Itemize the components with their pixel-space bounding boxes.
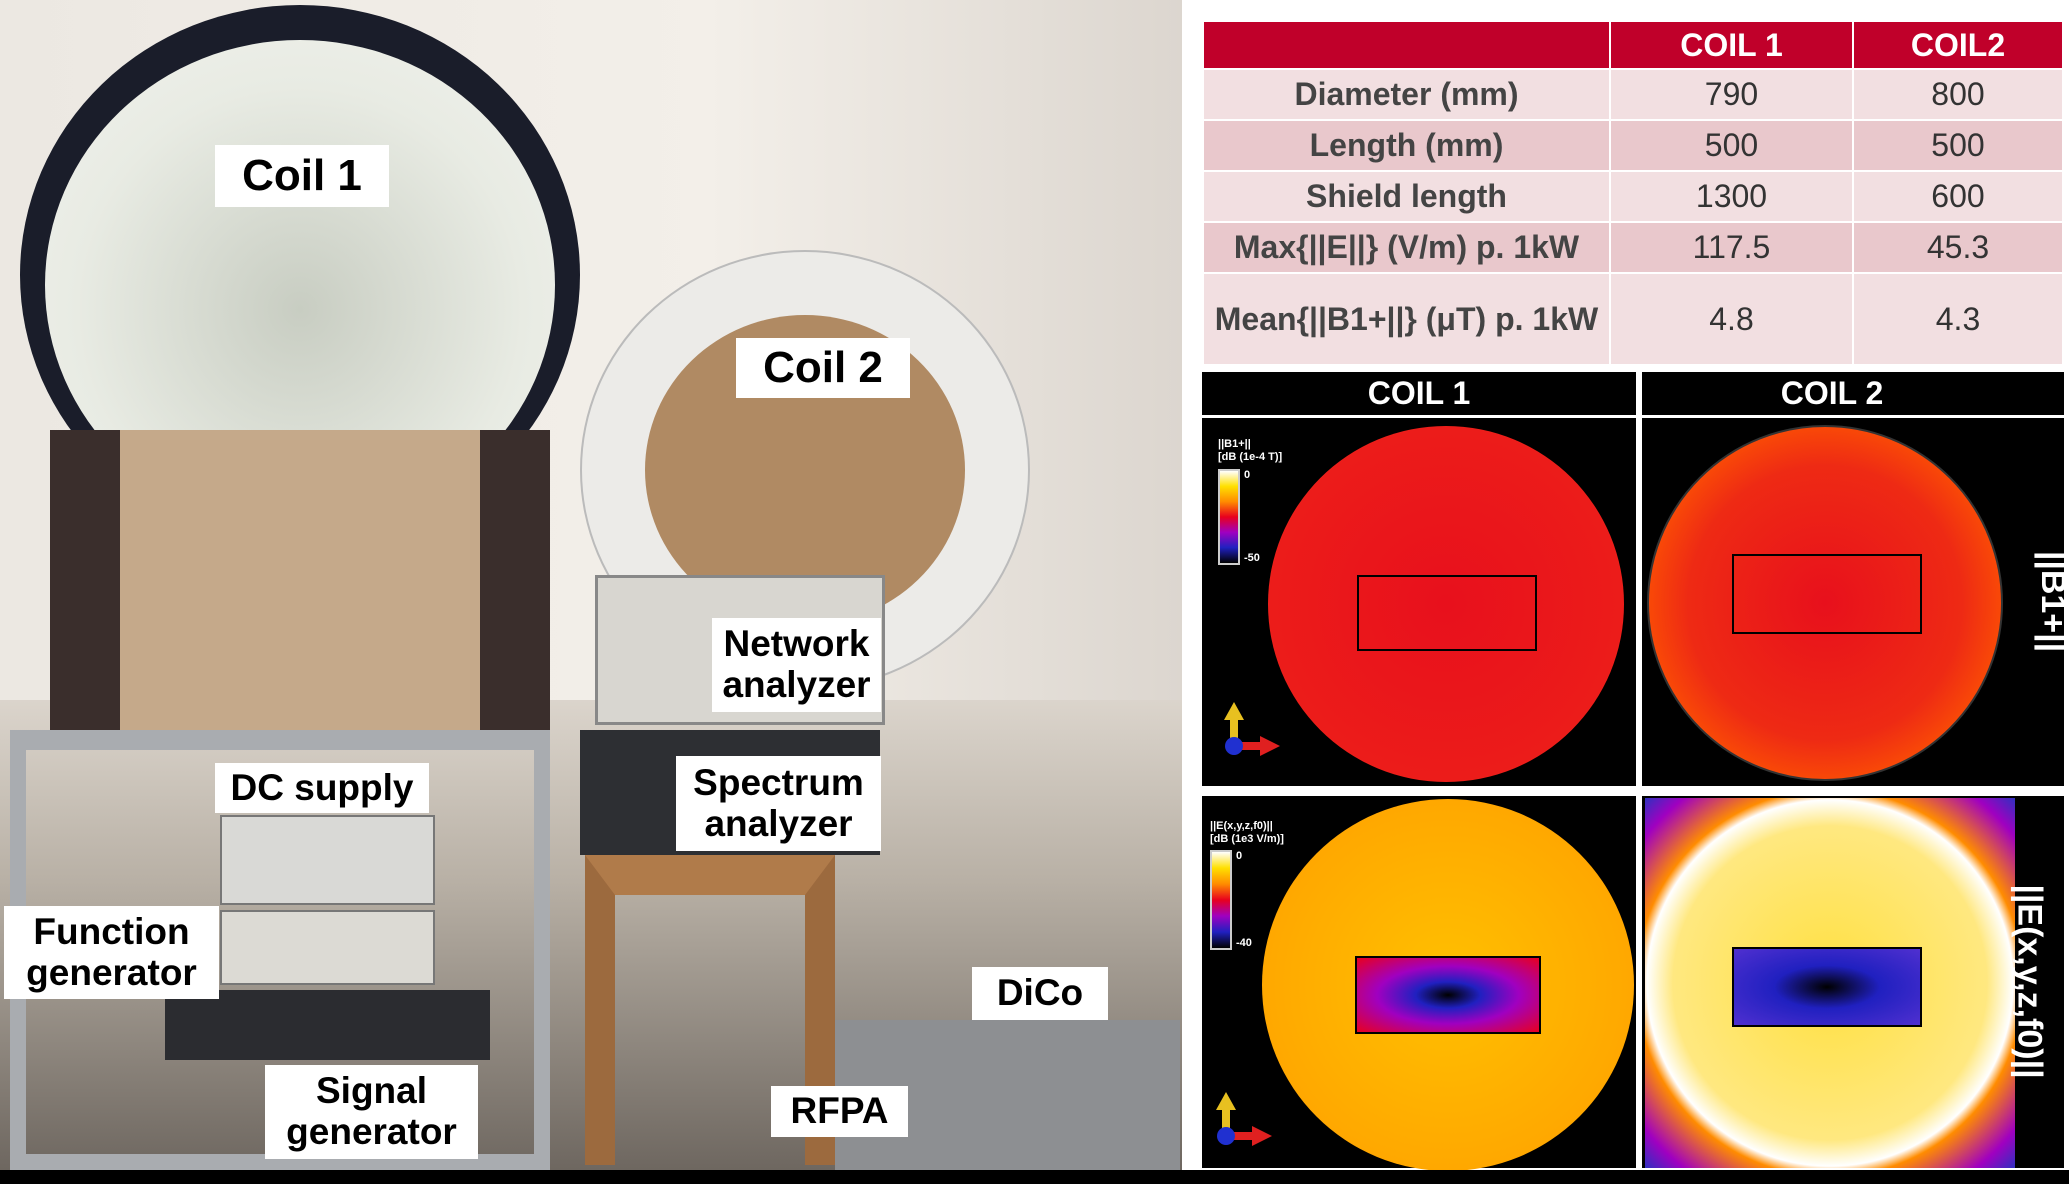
signal-generator-device bbox=[165, 990, 490, 1060]
b1-roi-coil2 bbox=[1732, 554, 1922, 634]
coil-parameters-table: COIL 1 COIL2 Diameter (mm) 790 800 Length … bbox=[1202, 20, 2064, 366]
header-coil2: COIL2 bbox=[1852, 20, 2064, 70]
e-colorbar-min: -40 bbox=[1236, 937, 1252, 949]
row-label: Length (mm) bbox=[1202, 119, 1611, 172]
b1-map-coil2 bbox=[1647, 425, 2003, 781]
b1-row-label: ||B1+|| bbox=[2034, 550, 2069, 653]
row-label: Shield length bbox=[1202, 170, 1611, 223]
b1-colorbar bbox=[1218, 469, 1240, 565]
coil1-value: 4.8 bbox=[1609, 272, 1854, 366]
coil2-value: 4.3 bbox=[1852, 272, 2064, 366]
table-row: Max{||E||} (V/m) p. 1kW 117.5 45.3 bbox=[1202, 221, 2064, 274]
coil2-value: 800 bbox=[1852, 68, 2064, 121]
coil2-value: 500 bbox=[1852, 119, 2064, 172]
dc-supply-device bbox=[220, 815, 435, 905]
coil1-value: 1300 bbox=[1609, 170, 1854, 223]
coil1-value: 500 bbox=[1609, 119, 1854, 172]
e-colorbar-title: ||E(x,y,z,f0)|| [dB (1e3 V/m)] bbox=[1210, 820, 1284, 846]
coil1-stand bbox=[50, 430, 550, 730]
b1-colorbar-title: ||B1+|| [dB (1e-4 T)] bbox=[1218, 438, 1282, 464]
divider-header bbox=[1202, 415, 2064, 418]
b1-roi-coil1 bbox=[1357, 575, 1537, 651]
label-spectrum-analyzer: Spectrum analyzer bbox=[676, 756, 881, 851]
label-dc-supply: DC supply bbox=[215, 763, 429, 813]
row-label: Max{||E||} (V/m) p. 1kW bbox=[1202, 221, 1611, 274]
e-roi-coil2 bbox=[1732, 947, 1922, 1027]
header-empty bbox=[1202, 20, 1611, 70]
b1-colorbar-quantity: ||B1+|| bbox=[1218, 438, 1251, 450]
table-row: Mean{||B1+||} (μT) p. 1kW 4.8 4.3 bbox=[1202, 272, 2064, 366]
label-function-generator: Function generator bbox=[4, 906, 219, 999]
b1-colorbar-max: 0 bbox=[1244, 469, 1251, 481]
e-colorbar-unit: [dB (1e3 V/m)] bbox=[1210, 833, 1284, 846]
bottom-border bbox=[0, 1170, 2069, 1184]
coil2-value: 45.3 bbox=[1852, 221, 2064, 274]
axes-icon bbox=[1220, 702, 1280, 762]
row-label: Mean{||B1+||} (μT) p. 1kW bbox=[1202, 272, 1611, 366]
e-colorbar bbox=[1210, 850, 1232, 950]
label-network-analyzer: Network analyzer bbox=[712, 618, 881, 712]
e-row-label: ||E(x,y,z,f0)|| bbox=[2010, 884, 2049, 1079]
row-label: Diameter (mm) bbox=[1202, 68, 1611, 121]
function-generator-device bbox=[220, 910, 435, 985]
label-signal-generator: Signal generator bbox=[265, 1065, 478, 1159]
divider-horizontal bbox=[1202, 786, 2064, 796]
label-coil1: Coil 1 bbox=[215, 145, 389, 207]
label-dico: DiCo bbox=[972, 967, 1108, 1020]
map-header-coil1: COIL 1 bbox=[1367, 375, 1471, 411]
table-row: Length (mm) 500 500 bbox=[1202, 119, 2064, 172]
label-coil2: Coil 2 bbox=[736, 338, 910, 398]
coil2-value: 600 bbox=[1852, 170, 2064, 223]
table-row: Shield length 1300 600 bbox=[1202, 170, 2064, 223]
field-maps-panel: COIL 1 COIL 2 ||B1+|| [dB (1e-4 T)] 0 -50… bbox=[1202, 372, 2069, 1171]
e-roi-coil1 bbox=[1355, 956, 1541, 1034]
divider-vertical bbox=[1636, 372, 1642, 1168]
e-colorbar-max: 0 bbox=[1236, 850, 1243, 862]
b1-map-coil1 bbox=[1268, 426, 1624, 782]
lab-setup-photo: Coil 1 Coil 2 Network analyzer Spectrum … bbox=[0, 0, 1182, 1170]
table-header-row: COIL 1 COIL2 bbox=[1202, 20, 2064, 70]
b1-colorbar-unit: [dB (1e-4 T)] bbox=[1218, 451, 1283, 464]
b1-colorbar-min: -50 bbox=[1244, 552, 1260, 564]
map-header-coil2: COIL 2 bbox=[1780, 375, 1884, 411]
e-colorbar-quantity: ||E(x,y,z,f0)|| bbox=[1210, 820, 1273, 832]
coil1-value: 790 bbox=[1609, 68, 1854, 121]
coil1-value: 117.5 bbox=[1609, 221, 1854, 274]
header-coil1: COIL 1 bbox=[1609, 20, 1854, 70]
label-rfpa: RFPA bbox=[771, 1086, 908, 1137]
table-row: Diameter (mm) 790 800 bbox=[1202, 68, 2064, 121]
axes-icon bbox=[1212, 1092, 1272, 1152]
